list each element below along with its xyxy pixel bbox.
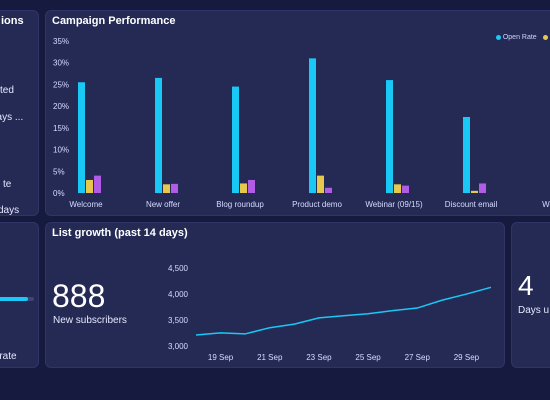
list-growth-line-chart: 4,500 4,000 3,500 3,000 19 Sep 21 Sep 23 Sep 25… bbox=[168, 264, 492, 362]
legend-open-rate-swatch bbox=[495, 34, 501, 40]
bar bbox=[325, 187, 332, 193]
left-bottom-line-2: e rate bbox=[0, 351, 17, 362]
right-panel: 4 Days u bbox=[511, 222, 550, 368]
bar bbox=[402, 185, 409, 193]
x-category-label: Welcome bbox=[69, 200, 103, 209]
left-top-line-1: ted bbox=[0, 85, 14, 96]
legend-ct-swatch bbox=[542, 34, 548, 40]
campaign-performance-title: Campaign Performance bbox=[52, 15, 176, 27]
bar bbox=[386, 80, 393, 193]
x-category-label: New offer bbox=[146, 200, 180, 209]
new-subscribers-label: New subscribers bbox=[53, 315, 127, 326]
list-growth-title: List growth (past 14 days) bbox=[52, 227, 188, 239]
y-tick-label: 4,000 bbox=[168, 290, 189, 299]
x-tick-label: 19 Sep bbox=[208, 353, 234, 362]
x-category-label: Discount email bbox=[445, 200, 498, 209]
bar bbox=[248, 179, 255, 193]
bar bbox=[317, 175, 324, 193]
bar bbox=[240, 183, 247, 193]
y-tick-label: 0% bbox=[53, 189, 65, 198]
progress-fill bbox=[0, 297, 28, 301]
bar bbox=[171, 183, 178, 193]
y-tick-label: 3,500 bbox=[168, 316, 189, 325]
bar bbox=[463, 117, 470, 193]
x-tick-label: 25 Sep bbox=[355, 353, 381, 362]
bar bbox=[309, 58, 316, 193]
legend-open-rate-label: Open Rate bbox=[502, 34, 537, 41]
bar bbox=[232, 86, 239, 193]
bar bbox=[479, 183, 486, 193]
x-tick-label: 29 Sep bbox=[454, 353, 480, 362]
bar bbox=[394, 184, 401, 193]
campaign-performance-panel: Campaign Performance Open Rate CT 35%30%… bbox=[45, 10, 550, 216]
new-subscribers-value: 888 bbox=[52, 278, 106, 314]
y-tick-label: 20% bbox=[53, 102, 69, 111]
y-tick-label: 5% bbox=[53, 167, 65, 176]
x-tick-label: 21 Sep bbox=[257, 353, 283, 362]
days-value: 4 bbox=[518, 270, 534, 301]
y-tick-label: 4,500 bbox=[168, 264, 189, 273]
y-tick-label: 10% bbox=[53, 146, 69, 155]
bar bbox=[94, 175, 101, 193]
growth-line bbox=[195, 286, 492, 336]
y-tick-label: 30% bbox=[53, 59, 69, 68]
bar bbox=[163, 184, 170, 193]
bar bbox=[78, 82, 85, 193]
x-category-label: Webinar (09/15) bbox=[365, 200, 423, 209]
bar bbox=[155, 77, 162, 193]
left-top-line-3: te bbox=[3, 179, 12, 190]
left-bottom-panel: e rate bbox=[0, 222, 39, 368]
y-tick-label: 15% bbox=[53, 124, 69, 133]
y-tick-label: 35% bbox=[53, 37, 69, 46]
x-category-label: We bbox=[542, 200, 550, 209]
campaign-bar-chart: 35% 30% 25% 20% 15% 10% 5% 0% Welcome New offer Bl… bbox=[53, 37, 550, 209]
bar bbox=[471, 190, 478, 193]
y-tick-label: 3,000 bbox=[168, 342, 189, 351]
left-top-panel: ions ted days ... te days bbox=[0, 10, 39, 216]
list-growth-panel: List growth (past 14 days) 888 New subsc… bbox=[45, 222, 505, 368]
x-category-label: Blog roundup bbox=[216, 200, 264, 209]
bar bbox=[86, 179, 93, 193]
x-tick-label: 27 Sep bbox=[405, 353, 431, 362]
left-top-line-2: days ... bbox=[0, 112, 24, 123]
y-tick-label: 25% bbox=[53, 80, 69, 89]
x-tick-label: 23 Sep bbox=[306, 353, 332, 362]
progress-track bbox=[0, 297, 34, 301]
left-top-panel-title: ions bbox=[1, 15, 24, 27]
left-top-line-4: days bbox=[0, 205, 20, 216]
x-category-label: Product demo bbox=[292, 200, 342, 209]
days-label: Days u bbox=[518, 305, 550, 316]
